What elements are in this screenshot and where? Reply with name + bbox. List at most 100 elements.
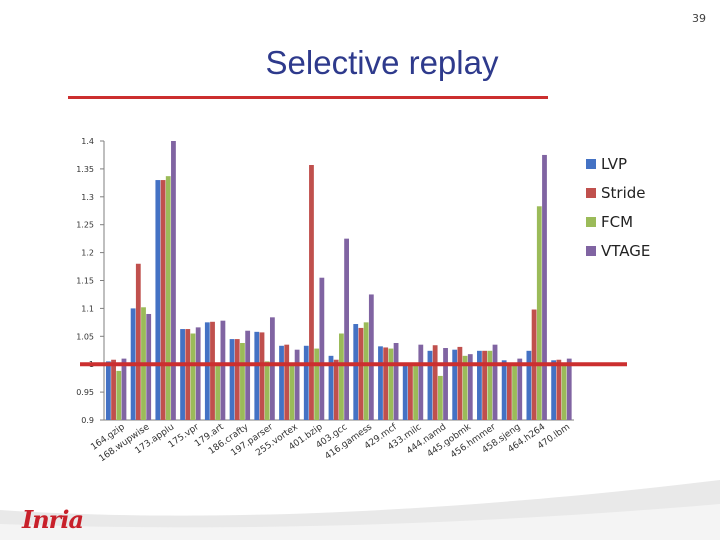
bar-vtage: [393, 342, 399, 420]
bar-stride: [160, 180, 166, 420]
bar-lvp: [402, 364, 408, 420]
bar-lvp: [105, 361, 111, 420]
bar-fcm: [240, 342, 245, 420]
bar-stride: [556, 359, 562, 420]
bar-fcm: [264, 361, 270, 420]
bar-vtage: [294, 349, 300, 420]
bar-fcm: [116, 370, 122, 420]
bar-lvp: [477, 350, 482, 420]
y-tick-label: 0.95: [76, 388, 94, 397]
legend-item-lvp: LVP: [586, 149, 650, 178]
bar-lvp: [551, 360, 557, 420]
legend-swatch: [586, 245, 596, 256]
bar-vtage: [467, 354, 473, 420]
bar-fcm: [512, 364, 517, 420]
bar-stride: [111, 359, 116, 420]
legend-label: Stride: [601, 183, 646, 202]
legend-item-fcm: FCM: [586, 207, 650, 236]
bar-fcm: [190, 333, 196, 420]
bar-lvp: [526, 350, 532, 420]
legend-label: LVP: [601, 154, 628, 173]
bar-vtage: [220, 320, 226, 420]
bar-stride: [333, 359, 339, 420]
bar-fcm: [413, 364, 419, 420]
bars-layer: [105, 141, 572, 420]
bar-stride: [432, 345, 438, 420]
bar-lvp: [254, 331, 260, 420]
bar-lvp: [204, 322, 210, 420]
bar-vtage: [146, 313, 152, 420]
y-tick-label: 1.15: [76, 277, 94, 286]
bar-stride: [506, 364, 512, 420]
bar-lvp: [427, 350, 433, 420]
bar-stride: [135, 263, 141, 420]
bar-fcm: [215, 364, 221, 420]
y-tick-label: 0.9: [81, 416, 94, 425]
bar-fcm: [536, 206, 542, 420]
y-tick-label: 1.35: [76, 165, 94, 174]
bar-vtage: [344, 238, 349, 420]
slide-title: Selective replay: [265, 44, 499, 81]
bar-vtage: [418, 344, 424, 420]
bar-lvp: [328, 355, 334, 420]
bar-fcm: [289, 364, 295, 420]
bar-vtage: [492, 344, 498, 420]
chart-legend: LVP Stride FCM VTAGE: [586, 149, 650, 265]
bar-lvp: [229, 339, 235, 420]
y-tick-label: 1.05: [76, 332, 94, 341]
bar-fcm: [437, 375, 443, 420]
bar-stride: [358, 327, 364, 420]
bar-stride: [457, 346, 463, 420]
bar-lvp: [303, 345, 309, 420]
inria-logo: Inria: [22, 505, 84, 534]
y-tick-label: 1.25: [76, 221, 94, 230]
title-underline: [68, 96, 548, 99]
bar-stride: [185, 329, 191, 420]
bar-stride: [408, 364, 413, 420]
legend-label: VTAGE: [601, 241, 651, 260]
bar-fcm: [339, 333, 344, 420]
bar-vtage: [517, 358, 523, 420]
page-number: 39: [692, 12, 706, 25]
bar-lvp: [279, 345, 284, 420]
bar-stride: [234, 339, 240, 420]
bar-vtage: [245, 330, 251, 420]
y-tick-label: 1.4: [81, 137, 94, 146]
bar-stride: [309, 164, 314, 420]
bar-fcm: [314, 348, 320, 420]
bar-vtage: [171, 141, 176, 420]
bar-fcm: [165, 176, 171, 420]
bar-fcm: [462, 355, 468, 420]
bar-vtage: [121, 358, 127, 420]
bar-stride: [482, 350, 488, 420]
bar-lvp: [452, 349, 458, 420]
bar-vtage: [269, 317, 275, 420]
bar-stride: [259, 332, 265, 420]
legend-swatch: [586, 216, 596, 227]
bar-lvp: [501, 360, 507, 420]
bar-fcm: [487, 350, 493, 420]
bar-fcm: [363, 322, 369, 420]
legend-item-vtage: VTAGE: [586, 236, 650, 265]
bar-vtage: [443, 348, 448, 420]
bar-vtage: [542, 154, 547, 420]
footer-wave-light: [0, 504, 720, 540]
bar-lvp: [378, 346, 383, 420]
bar-stride: [210, 321, 215, 420]
legend-swatch: [586, 187, 596, 198]
legend-swatch: [586, 158, 596, 169]
bar-lvp: [180, 329, 185, 420]
bar-fcm: [388, 348, 394, 420]
bar-vtage: [319, 277, 325, 420]
legend-item-stride: Stride: [586, 178, 650, 207]
bar-vtage: [195, 327, 201, 420]
bar-lvp: [155, 180, 161, 420]
y-tick-label: 1.3: [81, 193, 94, 202]
footer-band: [0, 480, 720, 540]
bar-vtage: [368, 294, 374, 420]
bar-stride: [383, 347, 389, 420]
bar-vtage: [566, 358, 572, 420]
y-tick-label: 1.2: [81, 249, 94, 258]
label-layer: 164.gzip168.wupwise173.applu175.vpr179.a…: [89, 422, 572, 464]
